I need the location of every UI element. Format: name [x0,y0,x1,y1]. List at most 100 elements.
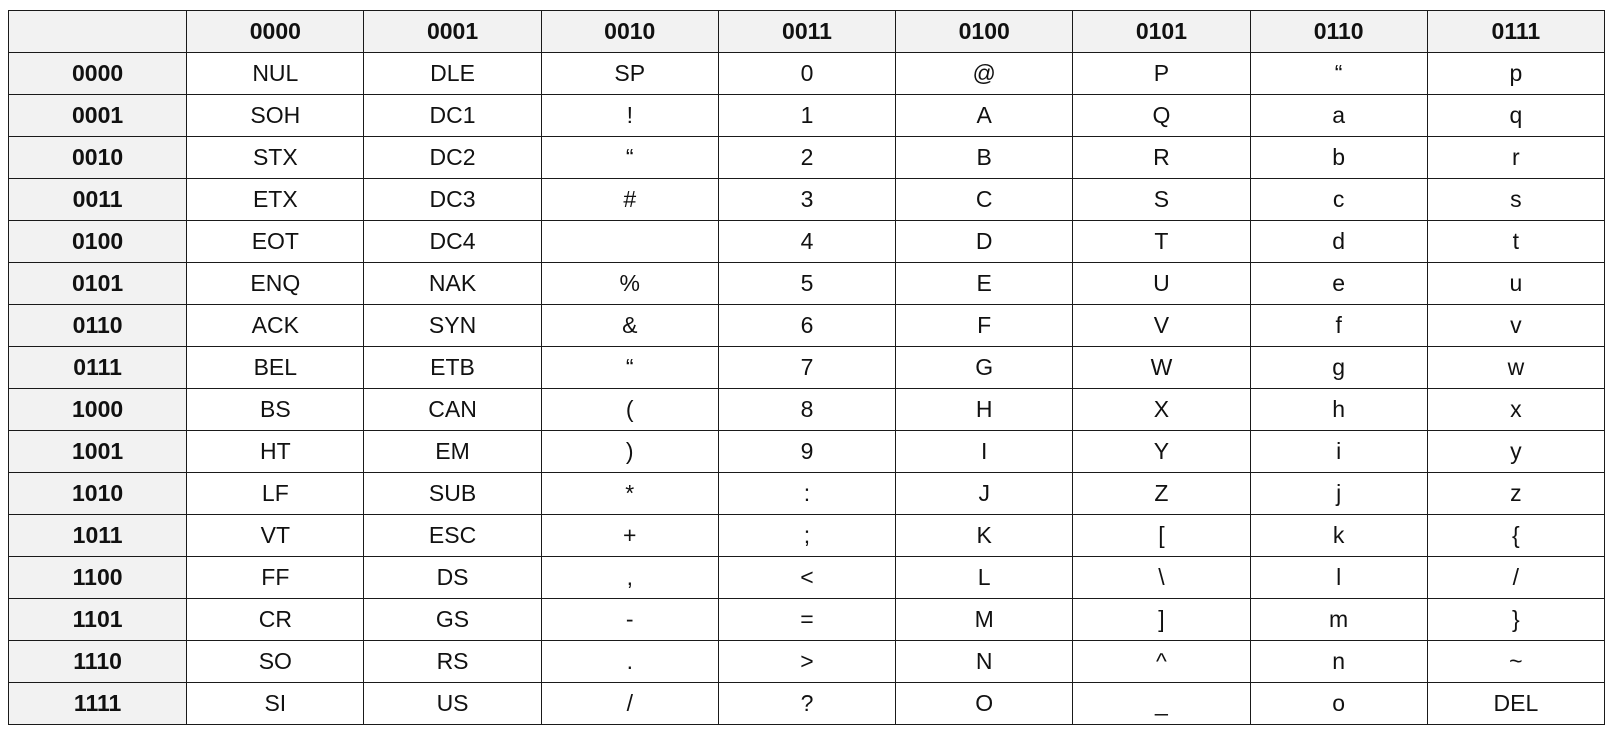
table-cell: m [1249,598,1428,641]
table-cell: ~ [1426,640,1606,683]
table-cell: { [1426,514,1606,557]
table-cell: ETX [186,178,365,221]
table-cell: + [540,514,719,557]
column-header-cell: 0101 [1072,10,1251,53]
table-cell: ENQ [186,262,365,305]
table-cell: Z [1072,472,1251,515]
table-cell: P [1072,52,1251,95]
table-cell: DC4 [363,220,542,263]
table-cell: 5 [717,262,897,305]
table-cell: K [895,514,1074,557]
table-row: 1011 VT ESC +; K[k{ [7,514,1606,557]
table-cell: 1 [717,94,897,137]
table-cell: n [1249,640,1428,683]
row-header-cell: 1010 [7,472,188,515]
column-header-row: 0000 0001 0010 0011 0100 0101 0110 0111 [7,10,1606,53]
row-header-cell: 1000 [7,388,188,431]
table-cell: 4 [717,220,897,263]
table-cell: b [1249,136,1428,179]
table-cell: E [895,262,1074,305]
table-cell: U [1072,262,1251,305]
row-header-cell: 1110 [7,640,188,683]
table-cell: G [895,346,1074,389]
table-cell: R [1072,136,1251,179]
table-cell: DEL [1426,682,1606,725]
table-cell: HT [186,430,365,473]
table-cell: NUL [186,52,365,95]
table-cell: x [1426,388,1606,431]
table-cell: W [1072,346,1251,389]
table-cell: p [1426,52,1606,95]
table-cell: A [895,94,1074,137]
table-cell: DLE [363,52,542,95]
table-cell: l [1249,556,1428,599]
table-cell: 8 [717,388,897,431]
table-cell: o [1249,682,1428,725]
table-cell: DC3 [363,178,542,221]
table-cell: ESC [363,514,542,557]
table-cell: O [895,682,1074,725]
table-cell: r [1426,136,1606,179]
table-cell: k [1249,514,1428,557]
character-code-table-container: 0000 0001 0010 0011 0100 0101 0110 0111 0000 NUL… [7,10,1606,725]
table-cell: H [895,388,1074,431]
row-header-cell: 0010 [7,136,188,179]
table-row: 0000 NUL DLE SP 0 @ P “p [7,52,1606,95]
row-header-cell: 1101 [7,598,188,641]
table-cell: ; [717,514,897,557]
table-cell: c [1249,178,1428,221]
table-cell: = [717,598,897,641]
table-cell: I [895,430,1074,473]
table-cell [540,220,719,263]
table-cell: EM [363,430,542,473]
table-cell: : [717,472,897,515]
table-cell: y [1426,430,1606,473]
table-cell: e [1249,262,1428,305]
table-cell: & [540,304,719,347]
table-cell: FF [186,556,365,599]
table-cell: BEL [186,346,365,389]
table-cell: , [540,556,719,599]
row-header-cell: 1111 [7,682,188,725]
table-cell: D [895,220,1074,263]
row-header-cell: 0110 [7,304,188,347]
row-header-cell: 0001 [7,94,188,137]
table-cell: LF [186,472,365,515]
corner-cell [7,10,188,53]
table-cell: ( [540,388,719,431]
table-cell: S [1072,178,1251,221]
column-header-cell: 0100 [895,10,1074,53]
table-cell: L [895,556,1074,599]
table-cell: ETB [363,346,542,389]
row-header-cell: 1100 [7,556,188,599]
table-row: 1101 CR GS - = M] m} [7,598,1606,641]
table-cell: BS [186,388,365,431]
table-cell: Y [1072,430,1251,473]
row-header-cell: 0111 [7,346,188,389]
table-cell: > [717,640,897,683]
table-row: 1110 SO RS. > N ^ n ~ [7,640,1606,683]
table-cell: ? [717,682,897,725]
table-cell: NAK [363,262,542,305]
table-cell: US [363,682,542,725]
table-cell: T [1072,220,1251,263]
row-header-cell: 0100 [7,220,188,263]
table-cell: @ [895,52,1074,95]
table-cell: ] [1072,598,1251,641]
table-cell: 3 [717,178,897,221]
table-cell: C [895,178,1074,221]
table-cell: SYN [363,304,542,347]
table-cell: “ [540,346,719,389]
table-cell: t [1426,220,1606,263]
table-row: 1111 SI US /? O _ o DEL [7,682,1606,725]
table-cell: h [1249,388,1428,431]
table-cell: - [540,598,719,641]
table-cell: J [895,472,1074,515]
table-cell: M [895,598,1074,641]
